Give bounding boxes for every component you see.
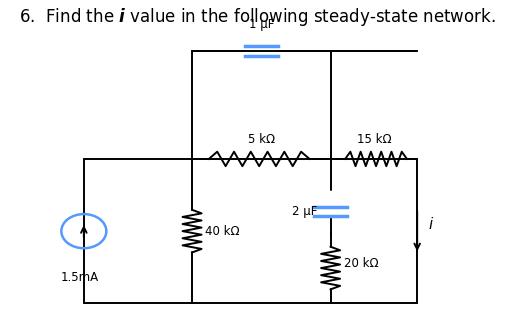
Text: 20 kΩ: 20 kΩ: [343, 258, 378, 270]
Text: $\mathit{i}$: $\mathit{i}$: [428, 216, 434, 232]
Text: 1.5mA: 1.5mA: [61, 270, 99, 284]
Text: 2 μF: 2 μF: [292, 205, 318, 218]
Text: 15 kΩ: 15 kΩ: [357, 133, 391, 146]
Text: 40 kΩ: 40 kΩ: [205, 225, 240, 238]
Text: 1 μF: 1 μF: [249, 18, 274, 31]
Text: 5 kΩ: 5 kΩ: [248, 133, 275, 146]
Text: 6.  Find the $\boldsymbol{i}$ value in the following steady-state network.: 6. Find the $\boldsymbol{i}$ value in th…: [19, 6, 495, 28]
